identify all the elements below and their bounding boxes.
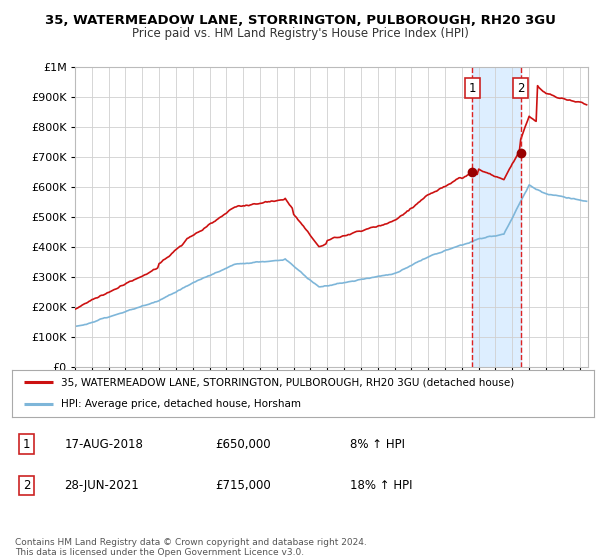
Bar bbox=[472, 67, 521, 367]
Text: 28-JUN-2021: 28-JUN-2021 bbox=[64, 479, 139, 492]
Text: 35, WATERMEADOW LANE, STORRINGTON, PULBOROUGH, RH20 3GU: 35, WATERMEADOW LANE, STORRINGTON, PULBO… bbox=[44, 14, 556, 27]
Text: 17-AUG-2018: 17-AUG-2018 bbox=[64, 438, 143, 451]
Text: 2: 2 bbox=[23, 479, 30, 492]
Text: Price paid vs. HM Land Registry's House Price Index (HPI): Price paid vs. HM Land Registry's House … bbox=[131, 27, 469, 40]
Text: 18% ↑ HPI: 18% ↑ HPI bbox=[350, 479, 412, 492]
Text: 1: 1 bbox=[469, 82, 476, 95]
Text: 1: 1 bbox=[23, 438, 30, 451]
Text: HPI: Average price, detached house, Horsham: HPI: Average price, detached house, Hors… bbox=[61, 399, 301, 409]
Text: 35, WATERMEADOW LANE, STORRINGTON, PULBOROUGH, RH20 3GU (detached house): 35, WATERMEADOW LANE, STORRINGTON, PULBO… bbox=[61, 377, 515, 388]
Text: 2: 2 bbox=[517, 82, 524, 95]
Text: £650,000: £650,000 bbox=[216, 438, 271, 451]
Text: 8% ↑ HPI: 8% ↑ HPI bbox=[350, 438, 404, 451]
Text: £715,000: £715,000 bbox=[216, 479, 271, 492]
Text: Contains HM Land Registry data © Crown copyright and database right 2024.
This d: Contains HM Land Registry data © Crown c… bbox=[15, 538, 367, 557]
